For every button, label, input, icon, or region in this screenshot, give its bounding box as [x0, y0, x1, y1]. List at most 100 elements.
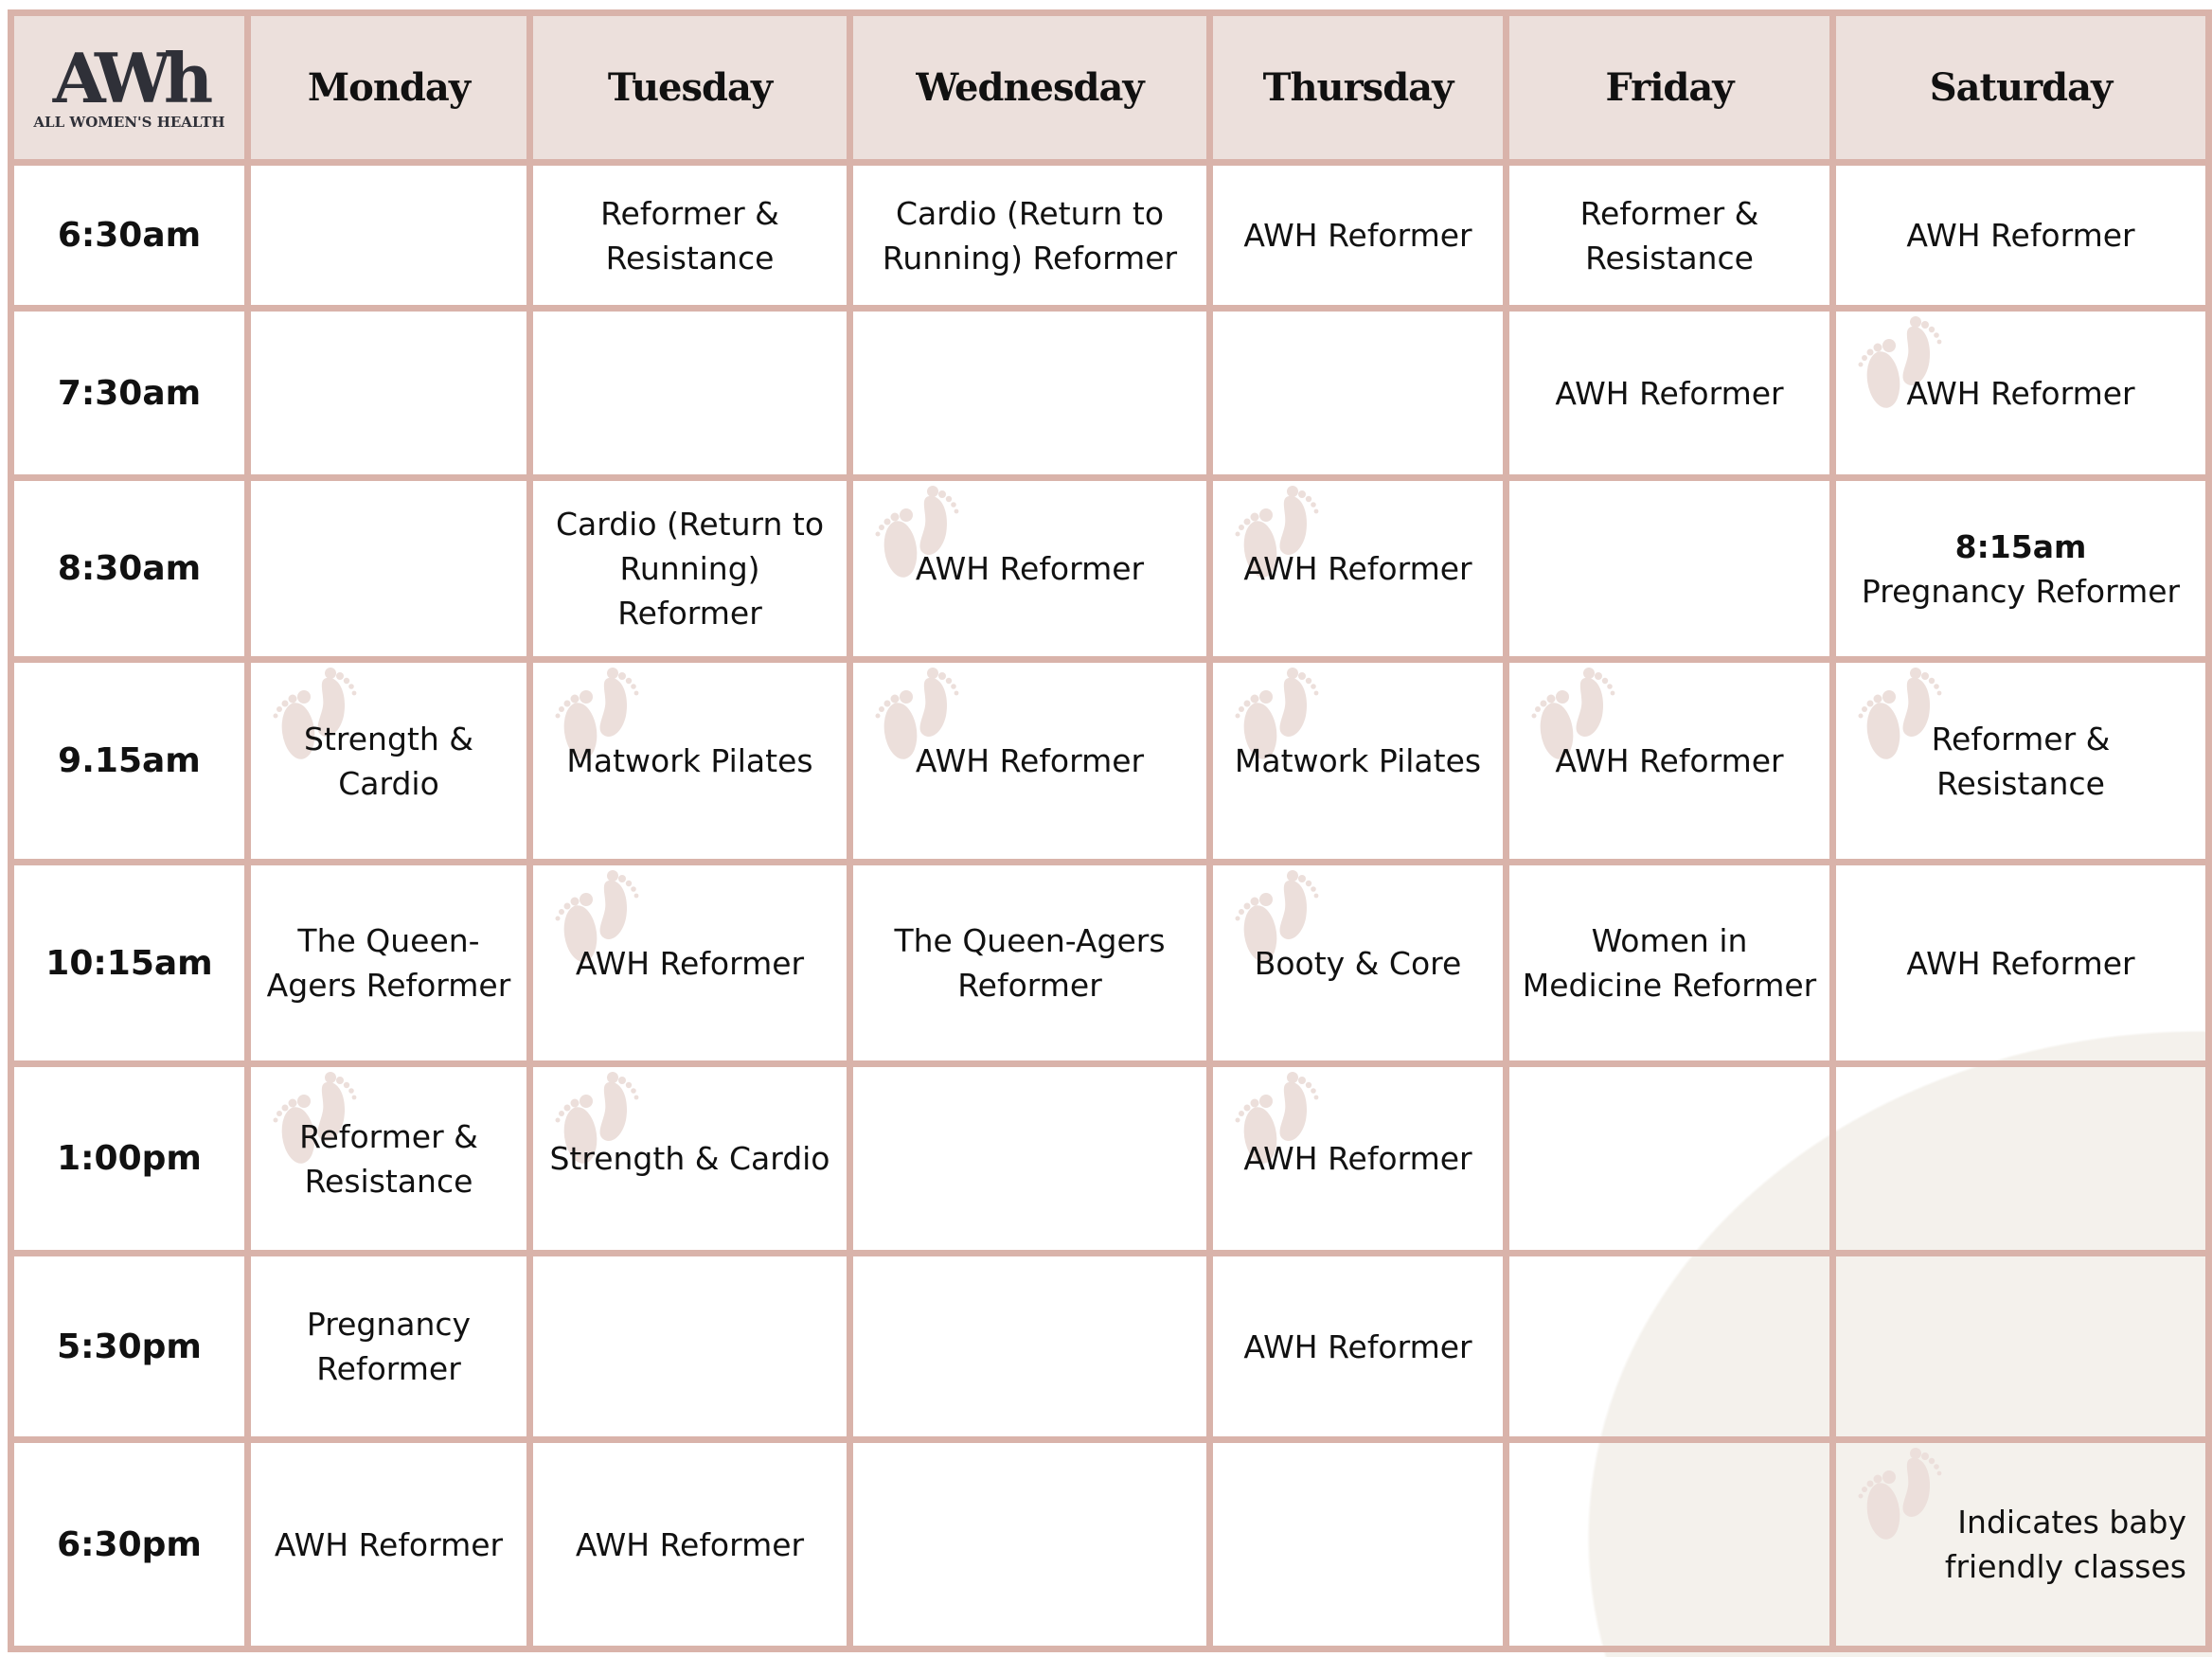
class-text: Strength & Cardio [260, 717, 517, 806]
class-text: AWH Reformer [1906, 941, 2134, 986]
class-name: Reformer & Resistance [600, 194, 779, 276]
empty-cell [251, 312, 533, 481]
baby-footprints-icon [874, 485, 965, 585]
class-text: AWH Reformer [1555, 739, 1783, 783]
class-name: Matwork Pilates [1234, 742, 1482, 779]
empty-cell [1509, 1443, 1836, 1652]
class-cell: Strength & Cardio [533, 1067, 853, 1256]
class-name: The Queen-Agers Reformer [266, 922, 511, 1004]
logo-tagline-left: ALL [33, 113, 70, 131]
class-cell: Reformer & Resistance [533, 166, 853, 312]
class-text: AWH Reformer [1555, 371, 1783, 416]
empty-cell [1509, 481, 1836, 663]
class-name: The Queen-Agers Reformer [894, 922, 1166, 1004]
day-header-friday: Friday [1509, 16, 1836, 166]
class-text: AWH Reformer [1243, 546, 1472, 591]
class-text: Cardio (Return to Running) Reformer [543, 502, 837, 635]
class-name: Women in Medicine Reformer [1522, 922, 1817, 1004]
day-header-saturday: Saturday [1836, 16, 2212, 166]
logo-mark: AWh [52, 37, 214, 118]
baby-footprints-icon [1234, 1071, 1325, 1171]
class-cell: Matwork Pilates [1213, 663, 1509, 865]
class-cell: AWH Reformer [1836, 312, 2212, 481]
class-cell: AWH Reformer [853, 481, 1213, 663]
time-slot: 8:30am [14, 481, 251, 663]
class-cell: Cardio (Return to Running) Reformer [853, 166, 1213, 312]
class-text: Matwork Pilates [566, 739, 812, 783]
time-slot: 1:00pm [14, 1067, 251, 1256]
class-cell: Pregnancy Reformer [251, 1256, 533, 1443]
class-name: Matwork Pilates [566, 742, 813, 779]
class-text: AWH Reformer [576, 1523, 804, 1567]
class-text: AWH Reformer [916, 546, 1144, 591]
baby-footprints-icon [554, 1071, 645, 1171]
empty-cell [1836, 1067, 2212, 1256]
class-cell: The Queen-Agers Reformer [251, 865, 533, 1067]
empty-cell [853, 1443, 1213, 1652]
class-text: AWH Reformer [1906, 371, 2134, 416]
class-name: Pregnancy Reformer [1861, 572, 2181, 610]
empty-cell [853, 312, 1213, 481]
class-text: Reformer & Resistance [260, 1114, 517, 1203]
class-text: Strength & Cardio [549, 1136, 830, 1181]
class-cell: 8:15am Pregnancy Reformer [1836, 481, 2212, 663]
class-name: Strength & Cardio [304, 720, 473, 802]
logo-tagline-right: HEALTH [152, 113, 225, 131]
baby-footprints-icon [272, 1071, 363, 1171]
class-cell: Reformer & Resistance [1836, 663, 2212, 865]
class-cell: AWH Reformer [1213, 1067, 1509, 1256]
class-text: Reformer & Resistance [1846, 717, 2196, 806]
empty-cell [533, 1256, 853, 1443]
class-cell: AWH Reformer [1509, 312, 1836, 481]
class-cell: AWH Reformer [533, 1443, 853, 1652]
baby-footprints-icon [1234, 667, 1325, 767]
baby-footprints-icon [1857, 667, 1948, 767]
class-cell: AWH Reformer [1213, 166, 1509, 312]
class-cell: AWH Reformer [853, 663, 1213, 865]
class-text: AWH Reformer [1243, 213, 1472, 258]
class-name: AWH Reformer [1555, 742, 1784, 779]
class-name: AWH Reformer [1906, 944, 2135, 982]
class-text: AWH Reformer [1906, 213, 2134, 258]
time-slot: 6:30am [14, 166, 251, 312]
class-cell: Matwork Pilates [533, 663, 853, 865]
class-name: AWH Reformer [1906, 374, 2135, 412]
class-text: Indicates baby friendly classes [1940, 1500, 2186, 1589]
class-name: AWH Reformer [274, 1525, 504, 1563]
baby-footprints-icon [1234, 485, 1325, 585]
day-header-monday: Monday [251, 16, 533, 166]
legend-text: Indicates baby friendly classes [1944, 1504, 2186, 1585]
class-text: The Queen-Agers Reformer [260, 918, 517, 1007]
baby-footprints-icon [874, 667, 965, 767]
baby-footprints-icon [1234, 869, 1325, 970]
class-text: AWH Reformer [1243, 1136, 1472, 1181]
class-text: Cardio (Return to Running) Reformer [863, 191, 1197, 280]
empty-cell [251, 166, 533, 312]
class-text: Reformer & Resistance [543, 191, 837, 280]
class-cell: Reformer & Resistance [251, 1067, 533, 1256]
class-text: AWH Reformer [275, 1523, 503, 1567]
baby-footprints-icon [1857, 1447, 1948, 1547]
class-text: 8:15am Pregnancy Reformer [1862, 525, 2180, 614]
class-name: Pregnancy Reformer [306, 1306, 472, 1387]
time-slot: 10:15am [14, 865, 251, 1067]
class-cell: Booty & Core [1213, 865, 1509, 1067]
class-name: Cardio (Return to Running) Reformer [882, 194, 1178, 276]
class-name: AWH Reformer [1906, 217, 2135, 254]
class-text: AWH Reformer [576, 941, 804, 986]
class-name: Booty & Core [1254, 944, 1462, 982]
class-text: AWH Reformer [916, 739, 1144, 783]
class-cell: Cardio (Return to Running) Reformer [533, 481, 853, 663]
class-text: AWH Reformer [1243, 1325, 1472, 1369]
baby-footprints-icon [272, 667, 363, 767]
class-name: AWH Reformer [575, 944, 805, 982]
day-header-thursday: Thursday [1213, 16, 1509, 166]
class-name: Reformer & Resistance [1931, 720, 2111, 802]
empty-cell [1213, 312, 1509, 481]
class-name: AWH Reformer [915, 742, 1145, 779]
class-name: Strength & Cardio [549, 1140, 830, 1177]
class-cell: AWH Reformer [1836, 166, 2212, 312]
class-cell: AWH Reformer [1836, 865, 2212, 1067]
empty-cell [853, 1256, 1213, 1443]
